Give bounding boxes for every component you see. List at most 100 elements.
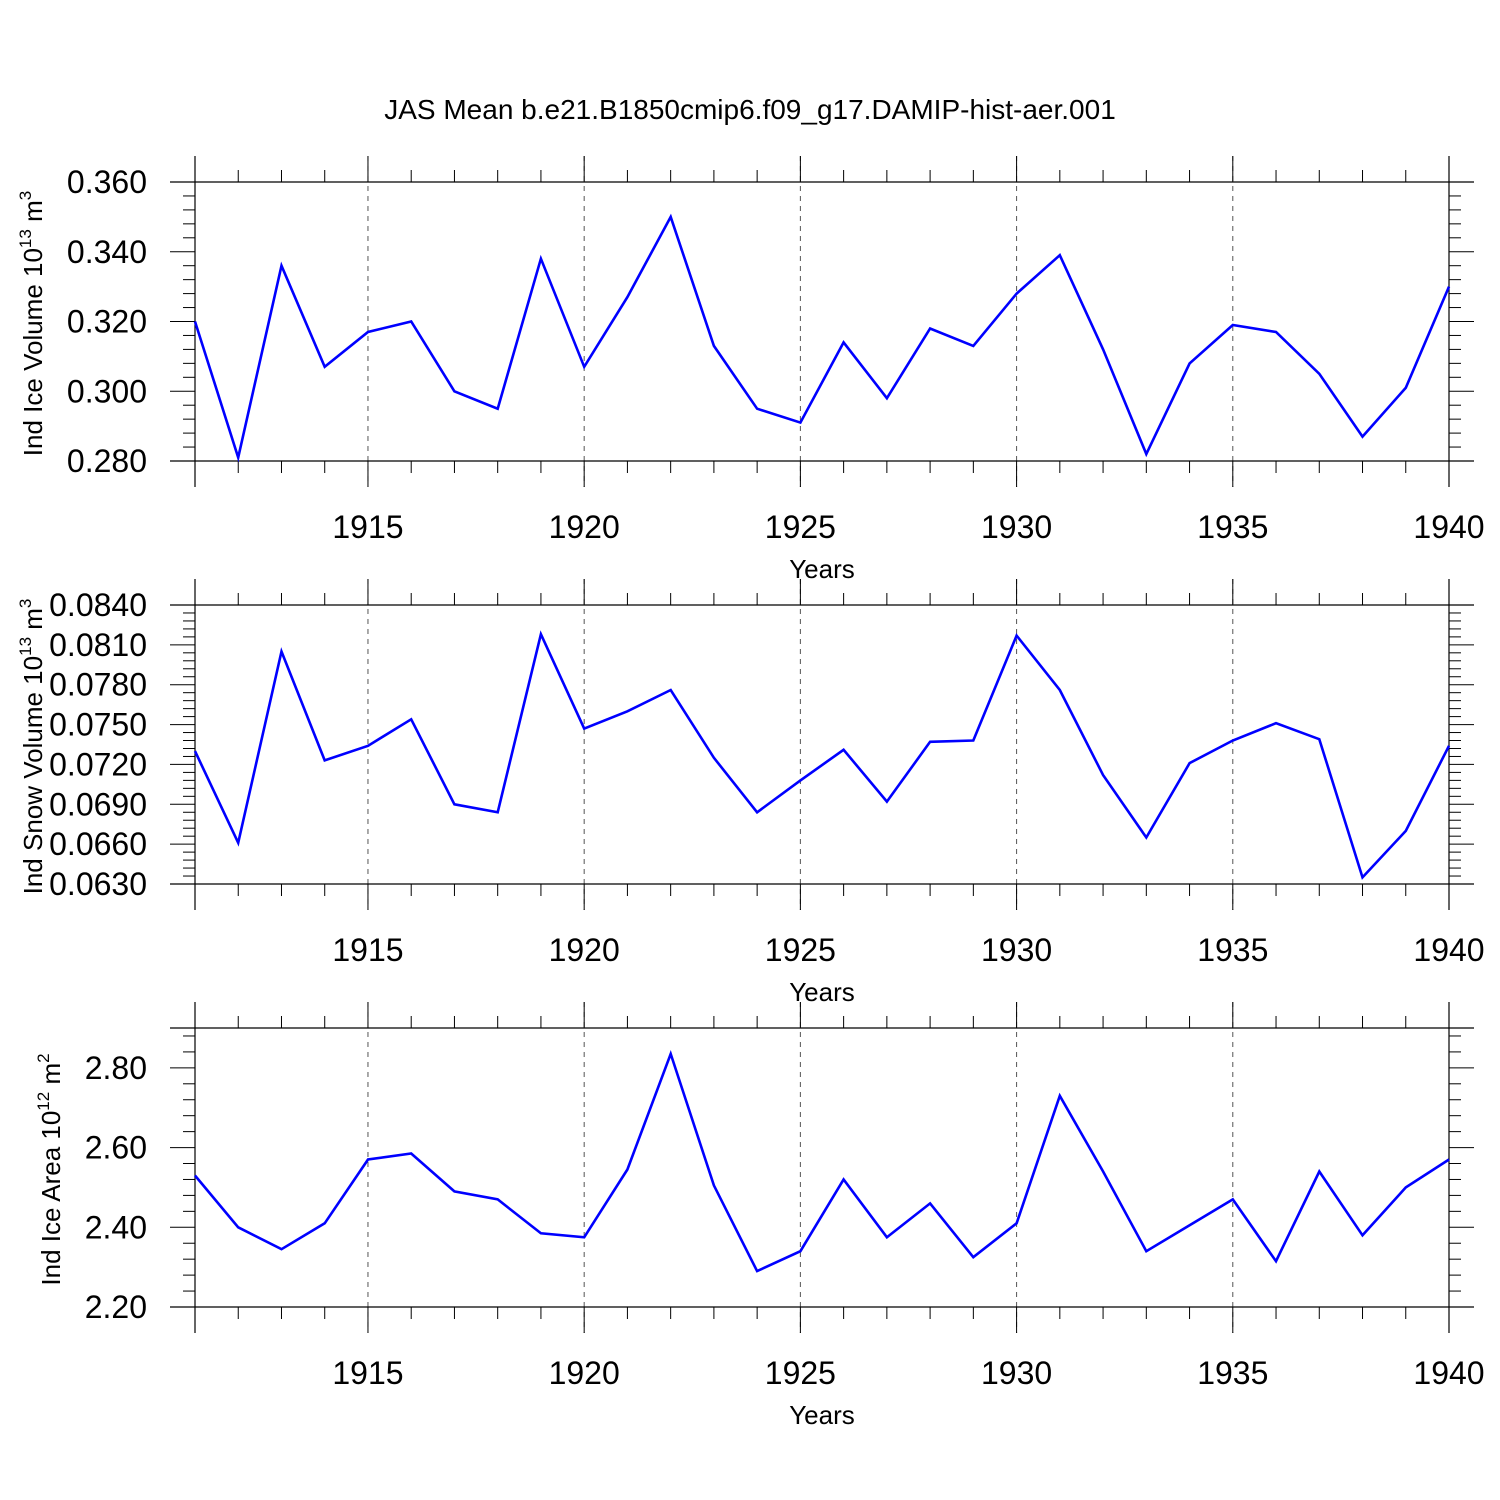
- x-tick-label: 1915: [332, 932, 403, 968]
- data-point-1913: [280, 650, 283, 653]
- y-tick-label: 0.0810: [49, 627, 147, 663]
- data-point-1939: [1404, 386, 1407, 389]
- chart-panel-3: 2.20 2.40 2.60 2.80 1915 1920 1925 1930 1935 1940…: [34, 1002, 1485, 1430]
- y-tick-label: 0.280: [67, 443, 147, 479]
- data-point-1923: [712, 1184, 715, 1187]
- y-tick-label: 0.360: [67, 164, 147, 200]
- data-point-1939: [1404, 1186, 1407, 1189]
- data-point-1930: [1015, 292, 1018, 295]
- data-point-1919: [539, 1232, 542, 1235]
- data-point-1914: [323, 365, 326, 368]
- data-point-1935: [1231, 323, 1234, 326]
- data-point-1932: [1102, 774, 1105, 777]
- data-point-1937: [1318, 1170, 1321, 1173]
- data-point-1934: [1188, 362, 1191, 365]
- x-tick-label: 1930: [981, 509, 1052, 545]
- y-axis-title-exp: 13: [16, 229, 35, 248]
- data-point-1929: [972, 344, 975, 347]
- y-tick-label: 0.0660: [49, 826, 147, 862]
- data-point-1929: [972, 1256, 975, 1259]
- data-point-1933: [1145, 836, 1148, 839]
- data-point-1924: [756, 407, 759, 410]
- series-line: [193, 213, 1451, 463]
- x-tick-label: 1940: [1413, 509, 1484, 545]
- data-point-1932: [1102, 1170, 1105, 1173]
- data-point-1922: [669, 689, 672, 692]
- data-point-1911: [194, 750, 197, 753]
- series-line: [194, 1049, 1450, 1273]
- y-tick-label: 0.0720: [49, 746, 147, 782]
- data-point-1919: [539, 257, 542, 260]
- y-axis-title-exp: 13: [16, 637, 35, 656]
- data-point-1935: [1231, 1198, 1234, 1201]
- data-point-1921: [626, 1168, 629, 1171]
- x-tick-label: 1915: [332, 1355, 403, 1391]
- data-point-1930: [1015, 1222, 1018, 1225]
- data-point-1911: [194, 1174, 197, 1177]
- y-axis-title: Ind Ice Area 1012 m2: [34, 1053, 66, 1285]
- data-point-1917: [453, 1190, 456, 1193]
- y-tick-label: 0.0840: [49, 587, 147, 623]
- data-point-1926: [842, 341, 845, 344]
- data-point-1917: [453, 803, 456, 806]
- data-point-1925: [799, 779, 802, 782]
- data-point-1927: [885, 800, 888, 803]
- data-point-1928: [929, 740, 932, 743]
- data-point-1916: [410, 320, 413, 323]
- x-tick-label: 1915: [332, 509, 403, 545]
- y-axis-title-unit: m: [18, 608, 48, 637]
- x-axis-title: Years: [789, 554, 855, 584]
- y-tick-label: 0.0780: [49, 667, 147, 703]
- data-point-1938: [1361, 435, 1364, 438]
- data-point-1938: [1361, 1234, 1364, 1237]
- data-point-1933: [1145, 1250, 1148, 1253]
- data-point-1914: [323, 759, 326, 762]
- data-point-1932: [1102, 348, 1105, 351]
- y-tick-label: 2.80: [85, 1050, 147, 1086]
- data-point-1911: [194, 320, 197, 323]
- x-axis-title: Years: [789, 1400, 855, 1430]
- data-point-1916: [410, 718, 413, 721]
- y-axis-title: Ind Snow Volume 1013 m3: [16, 599, 48, 895]
- data-point-1927: [885, 1236, 888, 1239]
- x-tick-label: 1935: [1197, 509, 1268, 545]
- x-tick-label: 1935: [1197, 932, 1268, 968]
- data-point-1921: [626, 710, 629, 713]
- y-axis-title-unit-exp: 2: [34, 1053, 53, 1062]
- data-point-1931: [1058, 254, 1061, 257]
- x-tick-label: 1925: [765, 932, 836, 968]
- data-point-1940: [1448, 285, 1451, 288]
- x-tick-label: 1930: [981, 932, 1052, 968]
- y-tick-label: 0.0690: [49, 786, 147, 822]
- data-point-1934: [1188, 762, 1191, 765]
- data-point-1937: [1318, 738, 1321, 741]
- data-point-1940: [1448, 744, 1451, 747]
- y-axis-title: Ind Ice Volume 1013 m3: [16, 191, 48, 456]
- data-point-1919: [539, 633, 542, 636]
- x-tick-label: 1935: [1197, 1355, 1268, 1391]
- data-point-1924: [756, 811, 759, 814]
- chart-panel-1: 0.280 0.300 0.320 0.340 0.360 1915 1920 1925 193…: [16, 156, 1485, 584]
- x-tick-label: 1925: [765, 1355, 836, 1391]
- data-point-1923: [712, 344, 715, 347]
- data-point-1917: [453, 390, 456, 393]
- data-point-1937: [1318, 372, 1321, 375]
- y-tick-label: 2.40: [85, 1209, 147, 1245]
- data-point-1916: [410, 1152, 413, 1155]
- data-point-1928: [929, 327, 932, 330]
- x-tick-label: 1920: [549, 509, 620, 545]
- y-axis-title-unit-exp: 3: [16, 191, 35, 200]
- y-tick-label: 0.340: [67, 234, 147, 270]
- data-point-1936: [1275, 722, 1278, 725]
- data-point-1920: [583, 365, 586, 368]
- data-point-1924: [756, 1270, 759, 1273]
- data-point-1921: [626, 296, 629, 299]
- data-point-1922: [669, 1052, 672, 1055]
- data-point-1934: [1188, 1224, 1191, 1227]
- data-point-1912: [237, 841, 240, 844]
- y-tick-label: 2.60: [85, 1130, 147, 1166]
- series-line: [193, 630, 1451, 880]
- y-tick-label: 0.300: [67, 373, 147, 409]
- data-point-1913: [280, 1248, 283, 1251]
